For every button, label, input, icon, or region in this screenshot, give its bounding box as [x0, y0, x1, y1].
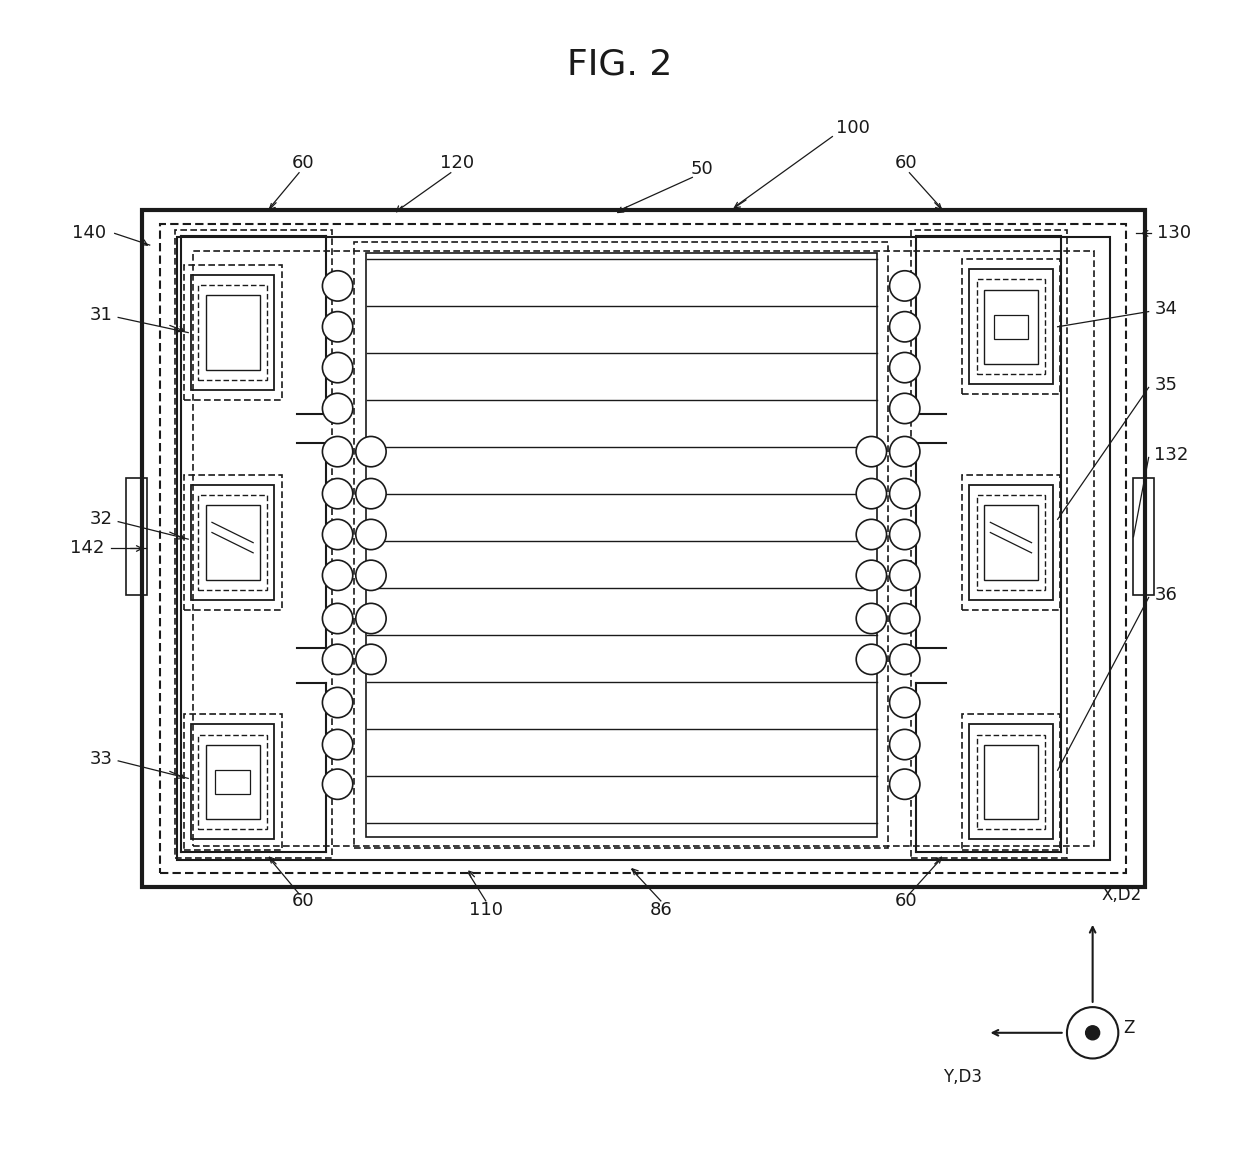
Bar: [191, 485, 274, 600]
Text: 31: 31: [89, 306, 113, 324]
Text: 130: 130: [1157, 224, 1190, 243]
Bar: [191, 275, 274, 390]
Text: 35: 35: [1154, 376, 1178, 394]
Bar: [175, 230, 332, 858]
Circle shape: [856, 519, 887, 550]
Bar: [184, 714, 281, 850]
Bar: [962, 475, 1060, 610]
Text: 33: 33: [89, 749, 113, 768]
Circle shape: [889, 352, 920, 383]
Circle shape: [322, 478, 352, 509]
Circle shape: [889, 644, 920, 675]
Circle shape: [889, 729, 920, 760]
Circle shape: [322, 312, 352, 342]
Text: 140: 140: [72, 224, 107, 243]
Circle shape: [322, 560, 352, 591]
Circle shape: [322, 644, 352, 675]
Bar: [198, 285, 267, 380]
Circle shape: [322, 393, 352, 424]
Bar: [353, 242, 888, 848]
Circle shape: [889, 393, 920, 424]
Circle shape: [889, 271, 920, 301]
Bar: [962, 259, 1060, 394]
Bar: [160, 224, 1126, 873]
Text: 36: 36: [1154, 586, 1177, 605]
Circle shape: [1066, 1007, 1118, 1058]
Text: 110: 110: [469, 901, 502, 920]
Text: 132: 132: [1154, 446, 1189, 464]
Text: FIG. 2: FIG. 2: [568, 47, 672, 82]
Circle shape: [889, 478, 920, 509]
Bar: [1133, 478, 1154, 595]
Bar: [962, 714, 1060, 850]
Text: 142: 142: [69, 539, 104, 558]
Circle shape: [889, 312, 920, 342]
Text: Y,D3: Y,D3: [942, 1068, 982, 1085]
Circle shape: [856, 478, 887, 509]
Bar: [977, 734, 1045, 830]
Bar: [206, 295, 259, 370]
Circle shape: [322, 271, 352, 301]
Circle shape: [889, 769, 920, 799]
Text: 100: 100: [837, 119, 870, 138]
Text: X,D2: X,D2: [1102, 887, 1142, 904]
Circle shape: [889, 603, 920, 634]
Bar: [977, 279, 1045, 375]
Bar: [985, 289, 1038, 364]
Bar: [977, 495, 1045, 591]
Circle shape: [356, 519, 386, 550]
Circle shape: [856, 436, 887, 467]
Bar: [366, 253, 877, 837]
Bar: [206, 745, 259, 819]
Text: 120: 120: [439, 154, 474, 173]
Bar: [198, 734, 267, 830]
Text: 60: 60: [291, 154, 314, 173]
Circle shape: [889, 436, 920, 467]
Text: 60: 60: [291, 892, 314, 910]
Circle shape: [356, 603, 386, 634]
Bar: [141, 210, 1146, 887]
Circle shape: [1086, 1026, 1100, 1040]
Bar: [176, 237, 1110, 860]
Bar: [993, 315, 1028, 338]
Circle shape: [322, 352, 352, 383]
Text: Z: Z: [1123, 1019, 1135, 1037]
Circle shape: [856, 603, 887, 634]
Bar: [970, 270, 1053, 384]
Bar: [216, 770, 249, 794]
Circle shape: [322, 603, 352, 634]
Circle shape: [322, 687, 352, 718]
Bar: [184, 475, 281, 610]
Bar: [126, 478, 148, 595]
Bar: [198, 495, 267, 591]
Circle shape: [322, 769, 352, 799]
Bar: [985, 505, 1038, 580]
Bar: [206, 505, 259, 580]
Text: 60: 60: [894, 892, 918, 910]
Circle shape: [322, 436, 352, 467]
Bar: [910, 230, 1066, 858]
Circle shape: [856, 644, 887, 675]
Circle shape: [889, 560, 920, 591]
Bar: [970, 485, 1053, 600]
Circle shape: [889, 687, 920, 718]
Circle shape: [356, 560, 386, 591]
Text: 32: 32: [89, 510, 113, 529]
Text: 60: 60: [894, 154, 918, 173]
Text: 50: 50: [691, 160, 713, 179]
Bar: [970, 725, 1053, 839]
Circle shape: [856, 560, 887, 591]
Text: 34: 34: [1154, 300, 1178, 319]
Bar: [191, 725, 274, 839]
Text: 86: 86: [650, 901, 672, 920]
Bar: [985, 745, 1038, 819]
Circle shape: [889, 519, 920, 550]
Circle shape: [322, 519, 352, 550]
Circle shape: [356, 644, 386, 675]
Circle shape: [322, 729, 352, 760]
Circle shape: [356, 478, 386, 509]
Circle shape: [356, 436, 386, 467]
Bar: [193, 251, 1094, 846]
Bar: [184, 265, 281, 400]
